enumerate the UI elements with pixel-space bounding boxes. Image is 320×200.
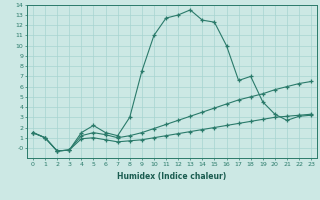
X-axis label: Humidex (Indice chaleur): Humidex (Indice chaleur) [117, 172, 227, 181]
